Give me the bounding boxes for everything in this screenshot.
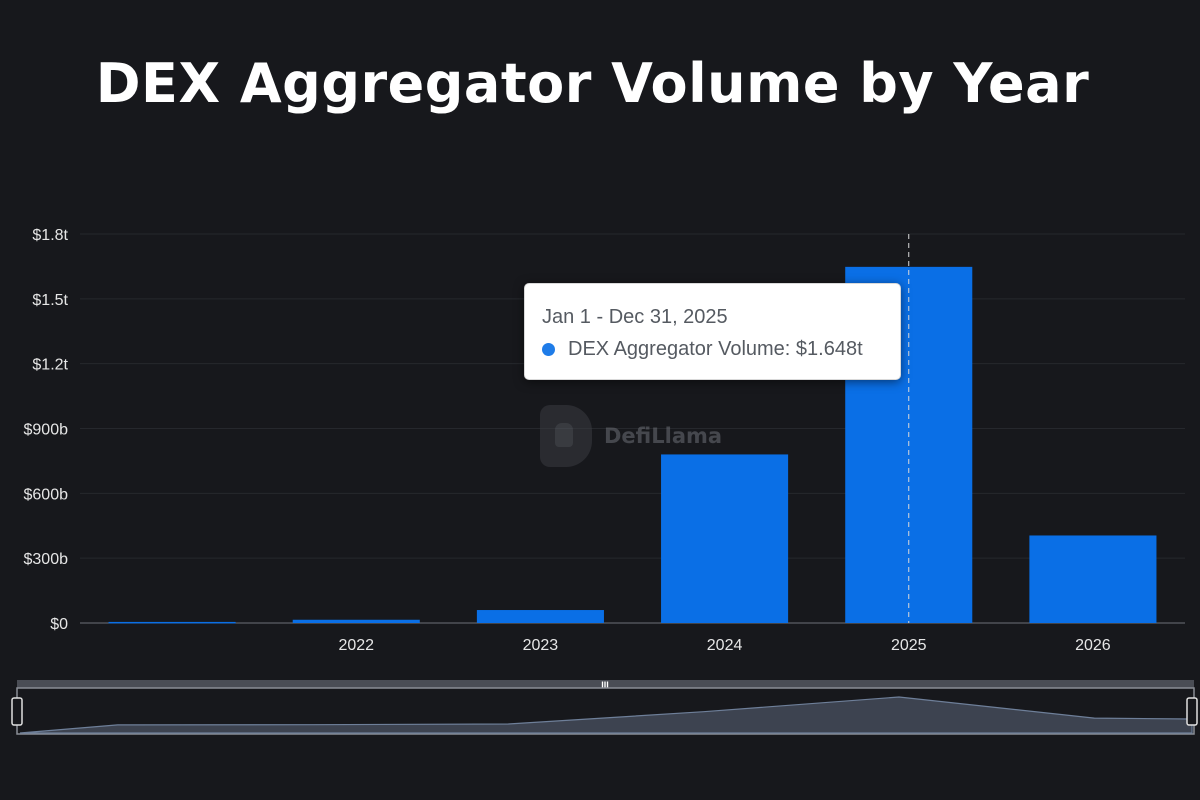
x-tick-label: 2023 — [523, 637, 559, 654]
bar-2021[interactable] — [108, 621, 236, 624]
watermark-text: DefiLlama — [604, 424, 723, 448]
y-tick-label: $0 — [50, 616, 68, 633]
zoom-grip-icon[interactable]: III — [601, 680, 609, 690]
tooltip-series-row: DEX Aggregator Volume: $1.648t — [542, 338, 900, 361]
watermark: DefiLlama — [540, 405, 722, 467]
x-tick-label: 2025 — [891, 637, 927, 654]
overview-area — [19, 696, 1193, 734]
chart-tooltip: Jan 1 - Dec 31, 2025 DEX Aggregator Volu… — [524, 283, 901, 380]
llama-logo-icon — [540, 405, 592, 467]
y-tick-label: $1.2t — [32, 357, 68, 374]
data-zoom-slider[interactable]: III — [11, 680, 1198, 735]
y-tick-label: $1.5t — [32, 292, 68, 309]
zoom-left-handle[interactable] — [11, 697, 23, 726]
y-axis-ticks: $0 $300b $600b $900b $1.2t $1.5t $1.8t — [24, 227, 69, 633]
page-title: DEX Aggregator Volume by Year — [95, 52, 1090, 115]
y-tick-label: $300b — [24, 551, 69, 568]
bar-2026[interactable] — [1029, 535, 1157, 623]
tooltip-series-label: DEX Aggregator Volume: $1.648t — [568, 338, 863, 360]
tooltip-date-range: Jan 1 - Dec 31, 2025 — [542, 306, 728, 328]
x-tick-label: 2022 — [338, 637, 374, 654]
x-tick-label: 2024 — [707, 637, 743, 654]
bar-2024[interactable] — [661, 454, 789, 623]
x-axis-ticks: 2022 2023 2024 2025 2026 — [338, 637, 1110, 654]
series-dot-icon — [542, 343, 555, 356]
zoom-right-handle[interactable] — [1186, 697, 1198, 726]
y-tick-label: $1.8t — [32, 227, 68, 244]
y-tick-label: $600b — [24, 486, 69, 503]
x-tick-label: 2026 — [1075, 637, 1111, 654]
bar-2023[interactable] — [476, 610, 604, 623]
y-tick-label: $900b — [24, 422, 69, 439]
bar-2022[interactable] — [292, 619, 420, 623]
zoom-top-bar[interactable] — [17, 680, 1194, 688]
